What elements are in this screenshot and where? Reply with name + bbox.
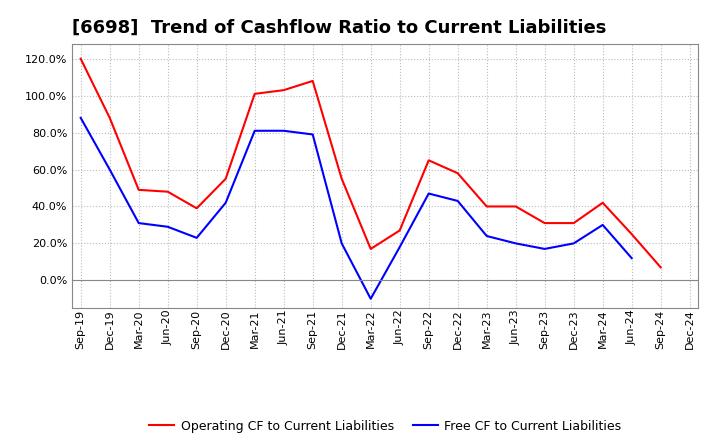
- Operating CF to Current Liabilities: [308, 78, 317, 84]
- Free CF to Current Liabilities: [366, 296, 375, 301]
- Operating CF to Current Liabilities: [598, 200, 607, 205]
- Free CF to Current Liabilities: [76, 115, 85, 121]
- Free CF to Current Liabilities: [135, 220, 143, 226]
- Free CF to Current Liabilities: [251, 128, 259, 133]
- Operating CF to Current Liabilities: [251, 91, 259, 96]
- Operating CF to Current Liabilities: [570, 220, 578, 226]
- Free CF to Current Liabilities: [395, 245, 404, 250]
- Operating CF to Current Liabilities: [366, 246, 375, 252]
- Free CF to Current Liabilities: [424, 191, 433, 196]
- Free CF to Current Liabilities: [627, 256, 636, 261]
- Free CF to Current Liabilities: [454, 198, 462, 204]
- Operating CF to Current Liabilities: [541, 220, 549, 226]
- Operating CF to Current Liabilities: [135, 187, 143, 192]
- Free CF to Current Liabilities: [598, 222, 607, 227]
- Free CF to Current Liabilities: [192, 235, 201, 241]
- Free CF to Current Liabilities: [308, 132, 317, 137]
- Free CF to Current Liabilities: [541, 246, 549, 252]
- Free CF to Current Liabilities: [163, 224, 172, 229]
- Line: Operating CF to Current Liabilities: Operating CF to Current Liabilities: [81, 59, 661, 268]
- Legend: Operating CF to Current Liabilities, Free CF to Current Liabilities: Operating CF to Current Liabilities, Fre…: [145, 414, 626, 437]
- Free CF to Current Liabilities: [570, 241, 578, 246]
- Free CF to Current Liabilities: [221, 200, 230, 205]
- Text: [6698]  Trend of Cashflow Ratio to Current Liabilities: [6698] Trend of Cashflow Ratio to Curren…: [72, 19, 606, 37]
- Operating CF to Current Liabilities: [221, 176, 230, 181]
- Operating CF to Current Liabilities: [454, 171, 462, 176]
- Operating CF to Current Liabilities: [424, 158, 433, 163]
- Operating CF to Current Liabilities: [192, 205, 201, 211]
- Operating CF to Current Liabilities: [482, 204, 491, 209]
- Free CF to Current Liabilities: [279, 128, 288, 133]
- Operating CF to Current Liabilities: [338, 176, 346, 181]
- Free CF to Current Liabilities: [338, 241, 346, 246]
- Operating CF to Current Liabilities: [105, 115, 114, 121]
- Operating CF to Current Liabilities: [163, 189, 172, 194]
- Operating CF to Current Liabilities: [511, 204, 520, 209]
- Free CF to Current Liabilities: [511, 241, 520, 246]
- Operating CF to Current Liabilities: [279, 88, 288, 93]
- Line: Free CF to Current Liabilities: Free CF to Current Liabilities: [81, 118, 631, 299]
- Free CF to Current Liabilities: [482, 233, 491, 238]
- Free CF to Current Liabilities: [105, 167, 114, 172]
- Operating CF to Current Liabilities: [76, 56, 85, 62]
- Operating CF to Current Liabilities: [627, 231, 636, 237]
- Operating CF to Current Liabilities: [395, 228, 404, 233]
- Operating CF to Current Liabilities: [657, 265, 665, 270]
